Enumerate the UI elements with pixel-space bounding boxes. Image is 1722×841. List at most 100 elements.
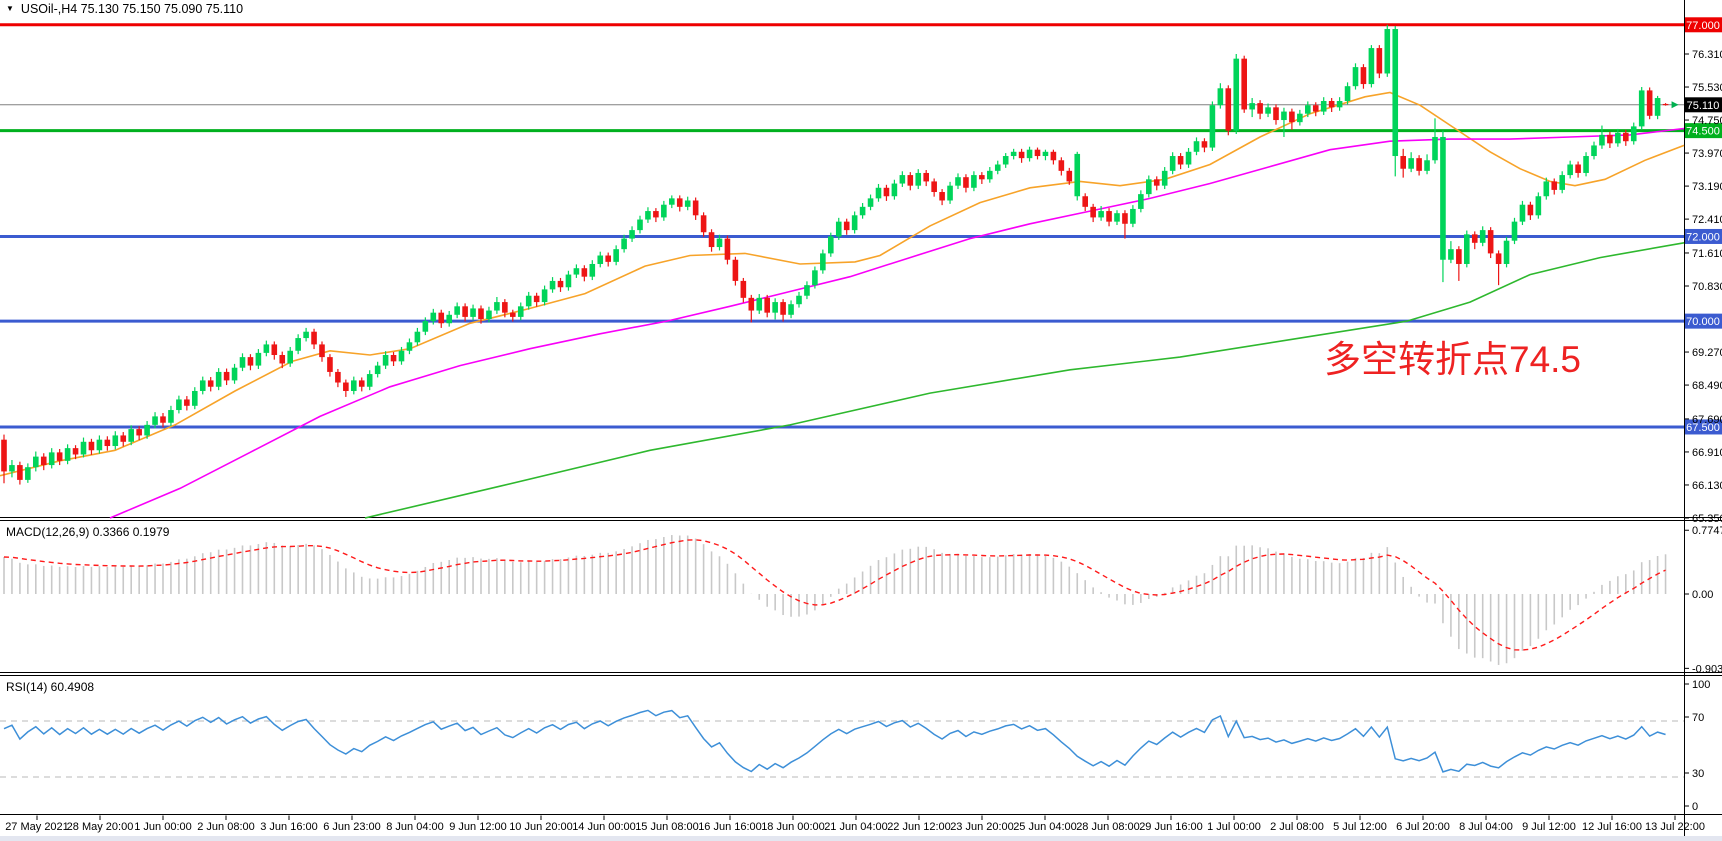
date-axis-label: 6 Jun 23:00 xyxy=(323,821,381,833)
candle-body xyxy=(1392,29,1399,157)
candle-body xyxy=(1122,213,1128,224)
rsi-line xyxy=(3,709,1666,773)
candle-body xyxy=(430,312,437,322)
date-axis-label: 9 Jun 12:00 xyxy=(449,821,507,833)
axis-tick-label: 75.530 xyxy=(1692,82,1722,94)
candle-body xyxy=(541,289,548,303)
candle-body xyxy=(1471,234,1478,243)
candle-body xyxy=(398,350,405,362)
candle-body xyxy=(1376,48,1383,74)
candle-body xyxy=(255,352,262,366)
candle-body xyxy=(1352,67,1359,87)
candle-body xyxy=(1066,170,1073,182)
candle-body xyxy=(1074,153,1081,197)
candle-body xyxy=(1225,88,1232,131)
candle-body xyxy=(1583,156,1589,173)
candle-body xyxy=(987,170,993,180)
date-axis-label: 10 Jun 20:00 xyxy=(509,821,573,833)
level-line-badge xyxy=(1685,313,1722,329)
candle-body xyxy=(1201,141,1208,148)
candle-body xyxy=(820,253,826,271)
candle-body xyxy=(88,441,95,451)
candle-body xyxy=(1297,113,1303,123)
axis-tick-label: 65.350 xyxy=(1692,513,1722,525)
candle-body xyxy=(247,357,254,366)
candle-body xyxy=(597,255,604,264)
candle-body xyxy=(692,200,699,216)
candle-body xyxy=(1495,253,1502,264)
candle-body xyxy=(1591,145,1597,157)
candle-body xyxy=(1662,103,1669,106)
candle-body xyxy=(1257,103,1263,114)
candle-body xyxy=(1400,156,1406,169)
candle-body xyxy=(502,302,508,313)
axis-tick-label: 72.410 xyxy=(1692,214,1722,226)
candle-body xyxy=(1638,90,1645,127)
candle-body xyxy=(1623,132,1629,142)
candle-body xyxy=(533,295,540,303)
candle-body xyxy=(883,187,890,197)
date-axis-label: 22 Jun 12:00 xyxy=(887,821,951,833)
candle-body xyxy=(1567,164,1573,176)
candle-body xyxy=(40,456,47,466)
candle-body xyxy=(1042,151,1049,157)
candle-body xyxy=(486,310,492,320)
candle-body xyxy=(1233,58,1240,131)
candle-body xyxy=(510,312,516,317)
candle-body xyxy=(343,382,349,391)
candle-body xyxy=(1559,175,1565,190)
candle-body xyxy=(1050,151,1057,161)
candle-body xyxy=(1320,100,1327,112)
symbol-dropdown-icon[interactable]: ▼ xyxy=(6,4,14,13)
axis-tick-label: 67.690 xyxy=(1692,414,1722,426)
candle-body xyxy=(1336,100,1343,108)
symbol-header[interactable]: ▼ USOil-,H4 75.130 75.150 75.090 75.110 xyxy=(6,2,243,16)
candle-body xyxy=(319,344,325,358)
candle-body xyxy=(637,219,643,231)
candle-body xyxy=(1026,149,1033,159)
candle-body xyxy=(1130,208,1136,224)
candle-body xyxy=(207,380,214,387)
candle-body xyxy=(971,175,977,188)
candle-body xyxy=(1010,151,1017,157)
candle-body xyxy=(899,175,906,184)
candle-body xyxy=(1138,194,1144,209)
level-line-badge xyxy=(1685,419,1722,435)
candle-body xyxy=(1328,100,1335,108)
macd-indicator-label: MACD(12,26,9) 0.3366 0.1979 xyxy=(6,525,170,539)
candle-body xyxy=(1177,156,1184,165)
candle-body xyxy=(661,204,667,218)
candle-body xyxy=(796,295,802,305)
candle-body xyxy=(17,465,23,480)
candle-body xyxy=(1,439,7,472)
candle-body xyxy=(1265,107,1271,114)
candle-body xyxy=(1281,111,1287,121)
axis-tick-label: 0.7747 xyxy=(1692,525,1722,537)
candle-body xyxy=(223,371,230,381)
candle-body xyxy=(1217,88,1224,106)
candle-body xyxy=(851,215,858,231)
candle-body xyxy=(835,221,842,237)
candle-body xyxy=(327,357,333,372)
candle-body xyxy=(1360,67,1367,85)
candle-body xyxy=(947,185,953,201)
axis-tick-label: 71.610 xyxy=(1692,248,1722,260)
candle-body xyxy=(828,236,834,254)
candle-body xyxy=(152,416,158,425)
price-badge-label: 67.500 xyxy=(1686,422,1720,434)
axis-tick-label: 76.310 xyxy=(1692,49,1722,61)
date-axis-label: 5 Jul 12:00 xyxy=(1333,821,1387,833)
candle-body xyxy=(1654,98,1661,116)
bottom-strip xyxy=(0,836,1722,841)
axis-tick-label: 73.970 xyxy=(1692,148,1722,160)
level-line-badge xyxy=(1685,17,1722,33)
candle-body xyxy=(406,342,413,351)
candle-body xyxy=(589,263,596,277)
candle-body xyxy=(176,399,182,411)
candle-body xyxy=(112,435,119,447)
candle-body xyxy=(358,380,365,387)
candle-body xyxy=(366,374,373,387)
date-axis-label: 9 Jul 12:00 xyxy=(1522,821,1576,833)
last-price-marker-icon xyxy=(1671,101,1679,109)
